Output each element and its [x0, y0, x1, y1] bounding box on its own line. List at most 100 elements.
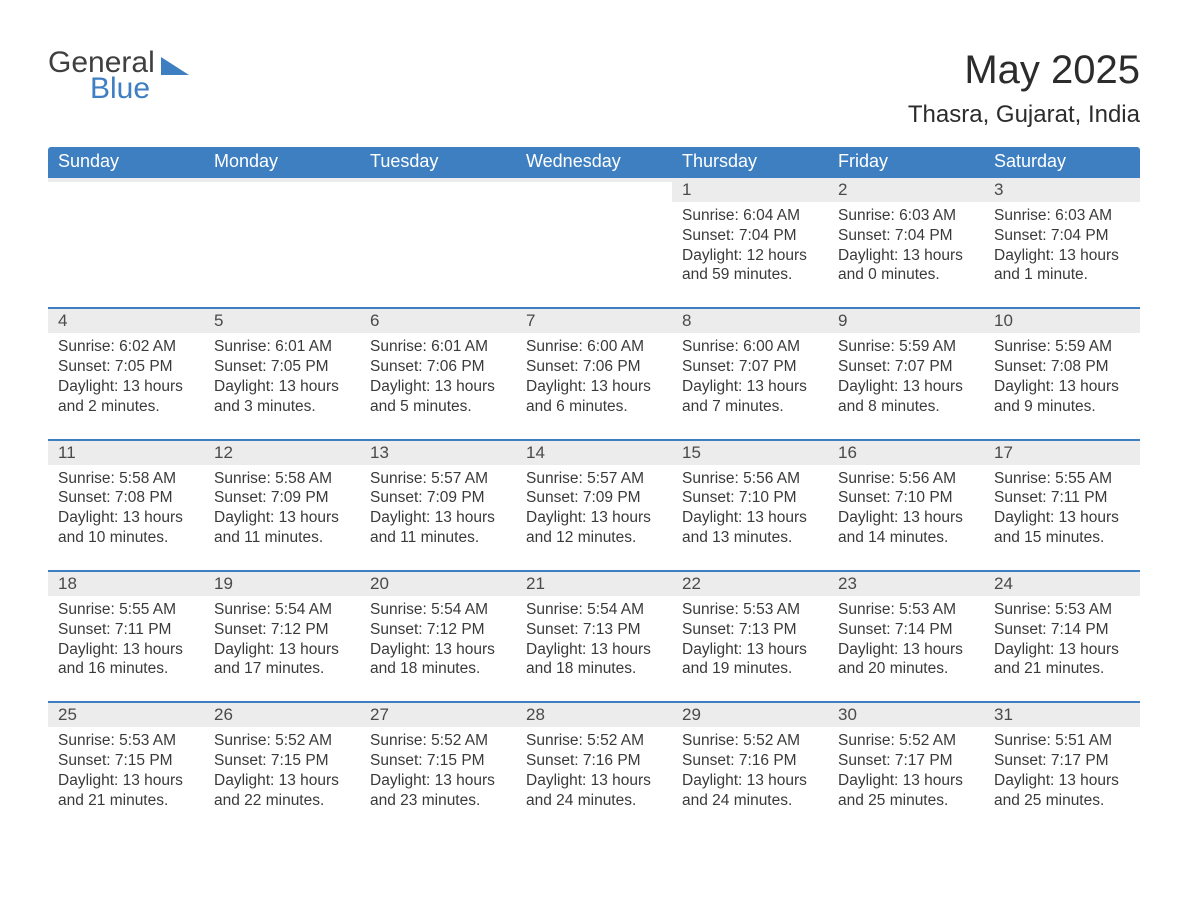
day-sunrise: Sunrise: 5:58 AM [58, 469, 194, 489]
logo: General Blue [48, 48, 189, 104]
day-daylight1: Daylight: 13 hours [994, 640, 1130, 660]
calendar-day-cell: 2Sunrise: 6:03 AMSunset: 7:04 PMDaylight… [828, 178, 984, 308]
day-details: Sunrise: 6:04 AMSunset: 7:04 PMDaylight:… [672, 202, 828, 307]
day-daylight1: Daylight: 13 hours [370, 640, 506, 660]
calendar-day-cell: 15Sunrise: 5:56 AMSunset: 7:10 PMDayligh… [672, 440, 828, 571]
calendar-day-cell: 20Sunrise: 5:54 AMSunset: 7:12 PMDayligh… [360, 571, 516, 702]
day-sunrise: Sunrise: 5:59 AM [994, 337, 1130, 357]
day-daylight1: Daylight: 13 hours [526, 771, 662, 791]
day-daylight2: and 22 minutes. [214, 791, 350, 811]
day-details: Sunrise: 5:59 AMSunset: 7:08 PMDaylight:… [984, 333, 1140, 438]
day-sunrise: Sunrise: 5:56 AM [838, 469, 974, 489]
day-sunrise: Sunrise: 5:52 AM [214, 731, 350, 751]
day-daylight1: Daylight: 13 hours [526, 640, 662, 660]
day-daylight2: and 24 minutes. [526, 791, 662, 811]
day-number: 20 [360, 572, 516, 596]
day-details: Sunrise: 5:52 AMSunset: 7:16 PMDaylight:… [516, 727, 672, 832]
day-daylight1: Daylight: 13 hours [214, 508, 350, 528]
calendar-day-cell: 23Sunrise: 5:53 AMSunset: 7:14 PMDayligh… [828, 571, 984, 702]
day-number: 3 [984, 178, 1140, 202]
day-daylight2: and 5 minutes. [370, 397, 506, 417]
day-daylight2: and 3 minutes. [214, 397, 350, 417]
calendar-table: Sunday Monday Tuesday Wednesday Thursday… [48, 147, 1140, 833]
day-details: Sunrise: 6:03 AMSunset: 7:04 PMDaylight:… [984, 202, 1140, 307]
day-sunset: Sunset: 7:15 PM [58, 751, 194, 771]
weekday-header-row: Sunday Monday Tuesday Wednesday Thursday… [48, 147, 1140, 178]
calendar-day-cell: 1Sunrise: 6:04 AMSunset: 7:04 PMDaylight… [672, 178, 828, 308]
day-daylight2: and 0 minutes. [838, 265, 974, 285]
day-details: Sunrise: 5:51 AMSunset: 7:17 PMDaylight:… [984, 727, 1140, 832]
day-number: 1 [672, 178, 828, 202]
calendar-day-cell: 26Sunrise: 5:52 AMSunset: 7:15 PMDayligh… [204, 702, 360, 832]
day-daylight2: and 20 minutes. [838, 659, 974, 679]
day-sunset: Sunset: 7:07 PM [682, 357, 818, 377]
day-sunset: Sunset: 7:07 PM [838, 357, 974, 377]
day-number: 25 [48, 703, 204, 727]
day-daylight2: and 25 minutes. [994, 791, 1130, 811]
calendar-day-cell: 22Sunrise: 5:53 AMSunset: 7:13 PMDayligh… [672, 571, 828, 702]
day-number: 22 [672, 572, 828, 596]
day-sunrise: Sunrise: 6:04 AM [682, 206, 818, 226]
weekday-heading: Wednesday [516, 147, 672, 178]
day-details: Sunrise: 5:53 AMSunset: 7:14 PMDaylight:… [984, 596, 1140, 701]
day-number: 27 [360, 703, 516, 727]
day-daylight1: Daylight: 13 hours [838, 377, 974, 397]
day-details: Sunrise: 5:56 AMSunset: 7:10 PMDaylight:… [828, 465, 984, 570]
day-sunrise: Sunrise: 6:00 AM [682, 337, 818, 357]
day-number: 8 [672, 309, 828, 333]
calendar-day-cell: 17Sunrise: 5:55 AMSunset: 7:11 PMDayligh… [984, 440, 1140, 571]
day-details: Sunrise: 5:57 AMSunset: 7:09 PMDaylight:… [360, 465, 516, 570]
day-details: Sunrise: 6:00 AMSunset: 7:06 PMDaylight:… [516, 333, 672, 438]
weekday-heading: Monday [204, 147, 360, 178]
calendar-week-row: 25Sunrise: 5:53 AMSunset: 7:15 PMDayligh… [48, 702, 1140, 832]
day-sunrise: Sunrise: 5:55 AM [994, 469, 1130, 489]
day-details: Sunrise: 5:52 AMSunset: 7:15 PMDaylight:… [360, 727, 516, 832]
day-daylight1: Daylight: 13 hours [214, 377, 350, 397]
day-sunset: Sunset: 7:06 PM [526, 357, 662, 377]
day-sunrise: Sunrise: 5:52 AM [838, 731, 974, 751]
day-number: 24 [984, 572, 1140, 596]
day-daylight1: Daylight: 13 hours [370, 508, 506, 528]
day-sunset: Sunset: 7:06 PM [370, 357, 506, 377]
calendar-day-cell: 9Sunrise: 5:59 AMSunset: 7:07 PMDaylight… [828, 308, 984, 439]
day-details: Sunrise: 5:54 AMSunset: 7:12 PMDaylight:… [360, 596, 516, 701]
day-number: 11 [48, 441, 204, 465]
day-details: Sunrise: 5:52 AMSunset: 7:17 PMDaylight:… [828, 727, 984, 832]
title-location: Thasra, Gujarat, India [908, 101, 1140, 129]
day-sunset: Sunset: 7:17 PM [838, 751, 974, 771]
day-daylight1: Daylight: 13 hours [682, 377, 818, 397]
calendar-day-cell: 29Sunrise: 5:52 AMSunset: 7:16 PMDayligh… [672, 702, 828, 832]
day-daylight1: Daylight: 13 hours [370, 377, 506, 397]
page-header: General Blue May 2025 Thasra, Gujarat, I… [48, 48, 1140, 129]
day-daylight1: Daylight: 13 hours [58, 771, 194, 791]
day-number: 2 [828, 178, 984, 202]
day-daylight1: Daylight: 13 hours [838, 640, 974, 660]
calendar-day-cell: 27Sunrise: 5:52 AMSunset: 7:15 PMDayligh… [360, 702, 516, 832]
day-daylight2: and 13 minutes. [682, 528, 818, 548]
day-daylight1: Daylight: 13 hours [838, 246, 974, 266]
day-details: Sunrise: 5:53 AMSunset: 7:13 PMDaylight:… [672, 596, 828, 701]
day-details: Sunrise: 5:59 AMSunset: 7:07 PMDaylight:… [828, 333, 984, 438]
day-number: 18 [48, 572, 204, 596]
calendar-day-cell [48, 178, 204, 308]
day-details: Sunrise: 5:52 AMSunset: 7:16 PMDaylight:… [672, 727, 828, 832]
day-daylight2: and 25 minutes. [838, 791, 974, 811]
day-sunset: Sunset: 7:14 PM [838, 620, 974, 640]
day-sunrise: Sunrise: 5:53 AM [838, 600, 974, 620]
calendar-day-cell: 30Sunrise: 5:52 AMSunset: 7:17 PMDayligh… [828, 702, 984, 832]
day-daylight2: and 15 minutes. [994, 528, 1130, 548]
title-block: May 2025 Thasra, Gujarat, India [908, 48, 1140, 129]
weekday-heading: Thursday [672, 147, 828, 178]
day-sunset: Sunset: 7:08 PM [58, 488, 194, 508]
day-sunset: Sunset: 7:17 PM [994, 751, 1130, 771]
calendar-day-cell: 21Sunrise: 5:54 AMSunset: 7:13 PMDayligh… [516, 571, 672, 702]
day-daylight2: and 14 minutes. [838, 528, 974, 548]
day-number: 9 [828, 309, 984, 333]
day-sunset: Sunset: 7:16 PM [526, 751, 662, 771]
day-details: Sunrise: 5:55 AMSunset: 7:11 PMDaylight:… [984, 465, 1140, 570]
weekday-heading: Tuesday [360, 147, 516, 178]
day-daylight1: Daylight: 12 hours [682, 246, 818, 266]
day-sunset: Sunset: 7:05 PM [214, 357, 350, 377]
day-number: 5 [204, 309, 360, 333]
day-daylight2: and 17 minutes. [214, 659, 350, 679]
